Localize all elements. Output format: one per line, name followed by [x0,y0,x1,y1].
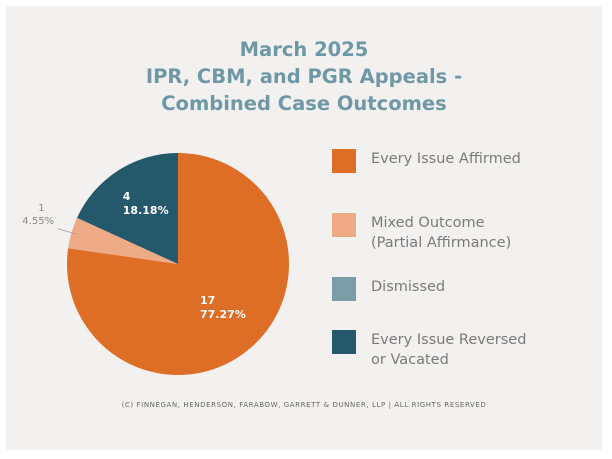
legend: Every Issue Affirmed Mixed Outcome (Part… [6,6,602,450]
pie-slice-every-issue-reversed [77,153,178,264]
legend-label-dismissed: Dismissed [371,279,446,295]
copyright-footer: (C) FINNEGAN, HENDERSON, FARABOW, GARRET… [121,401,487,409]
data-label-percent-mixed-outcome: 4.55% [22,216,54,227]
legend-swatch-every-issue-affirmed [332,149,356,173]
chart-title-line-2: IPR, CBM, and PGR Appeals - [145,65,463,88]
leader-line-mixed-outcome [57,228,76,235]
legend-swatch-every-issue-reversed [332,330,356,354]
legend-item-every-issue-affirmed: Every Issue Affirmed [332,149,571,173]
data-label-count-every-issue-reversed: 4 [123,190,131,203]
legend-item-mixed-outcome: Mixed Outcome (Partial Affirmance) [332,213,571,253]
data-label-percent-every-issue-affirmed: 77.27% [200,308,246,321]
chart-frame: March 2025 IPR, CBM, and PGR Appeals - C… [6,6,602,450]
legend-swatch-dismissed [332,277,356,301]
legend-label-every-issue-reversed: Every Issue Reversed or Vacated [371,332,527,368]
pie-slice-mixed-outcome [68,217,178,264]
legend-item-every-issue-reversed: Every Issue Reversed or Vacated [332,330,571,370]
legend-label-every-issue-affirmed: Every Issue Affirmed [371,151,521,167]
legend-swatch-mixed-outcome [332,213,356,237]
legend-item-dismissed: Dismissed [332,277,571,301]
legend-label-mixed-outcome: Mixed Outcome (Partial Affirmance) [371,215,512,251]
chart-title-line-3: Combined Case Outcomes [161,92,447,115]
data-label-count-every-issue-affirmed: 17 [200,294,215,307]
data-label-count-mixed-outcome: 1 [38,203,44,214]
chart-title-line-1: March 2025 [239,38,369,61]
chart-title: March 2025 IPR, CBM, and PGR Appeals - C… [6,36,602,117]
data-label-percent-every-issue-reversed: 18.18% [123,204,169,217]
